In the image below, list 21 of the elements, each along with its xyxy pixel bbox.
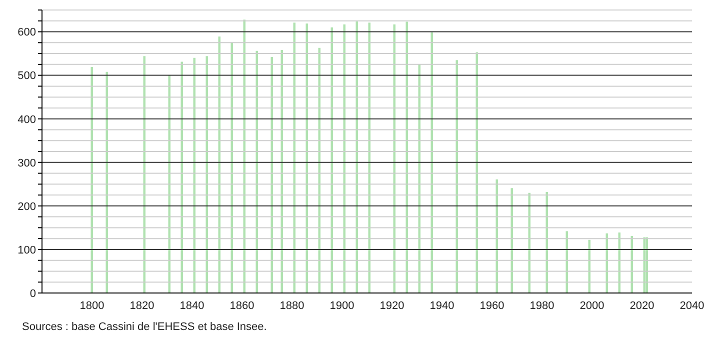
y-tick-label: 600 [18,26,36,39]
x-tick-label: 1800 [80,300,104,312]
y-tick-label: 200 [18,200,36,213]
y-tick-label: 500 [18,70,36,82]
x-tick-label: 1960 [480,300,504,312]
x-tick-label: 1980 [530,300,554,312]
x-tick-label: 1840 [180,300,204,312]
x-tick-label: 1940 [430,300,454,312]
x-tick-label: 2020 [630,300,654,312]
x-tick-label: 2000 [580,300,604,312]
x-tick-label: 1820 [130,300,154,312]
source-note: Sources : base Cassini de l'EHESS et base Insee. [22,321,267,333]
x-tick-label: 1880 [280,300,304,312]
x-tick-label: 1920 [380,300,404,312]
y-tick-label: 300 [18,157,36,170]
x-tick-label: 2040 [680,300,704,312]
x-tick-label: 1860 [230,300,254,312]
y-tick-label: 0 [30,288,36,300]
y-tick-label: 400 [18,114,36,126]
x-tick-label: 1900 [330,300,354,312]
y-tick-label: 100 [18,244,36,256]
